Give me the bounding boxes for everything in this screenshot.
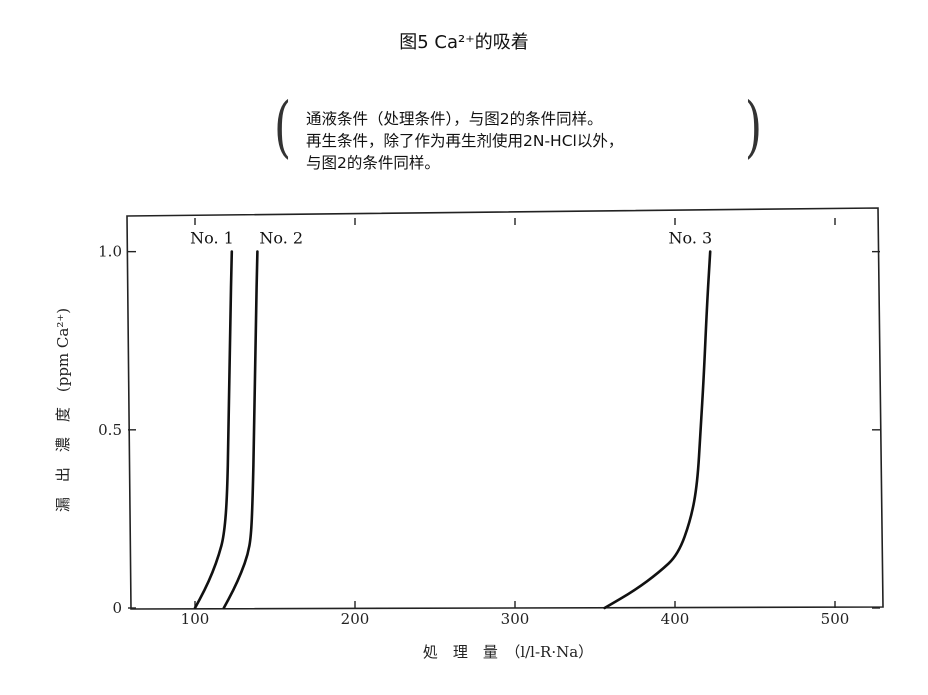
x-tick-label: 100	[181, 610, 210, 628]
series-line-2	[222, 250, 259, 610]
note-line-2: 再生条件，除了作为再生剂使用2N-HCl以外，	[306, 132, 624, 150]
left-paren: (	[274, 89, 292, 166]
series-label-3: No. 3	[668, 229, 712, 248]
x-tick-label: 300	[501, 610, 530, 628]
series-label-2: No. 2	[259, 229, 303, 248]
y-axis-title: 漏 出 濃 度 (ppm Ca²⁺)	[54, 308, 72, 512]
note-lines: 通液条件（处理条件），与图2的条件同样。 再生条件，除了作为再生剂使用2N-HC…	[306, 108, 623, 174]
axis-ticks	[128, 218, 880, 609]
conditions-note: ( 通液条件（处理条件），与图2的条件同样。 再生条件，除了作为再生剂使用2N-…	[274, 89, 762, 182]
y-tick-label: 1.0	[98, 243, 122, 261]
x-tick-label: 500	[821, 610, 850, 628]
figure-title: 图5 Ca²⁺的吸着	[399, 32, 529, 53]
series-lines	[193, 250, 712, 610]
series-line-1	[193, 250, 234, 610]
note-line-1: 通液条件（处理条件），与图2的条件同样。	[306, 110, 603, 128]
right-paren: )	[744, 89, 762, 166]
x-axis-title: 処 理 量 （l/l-R·Na）	[423, 643, 593, 661]
x-tick-label: 200	[341, 610, 370, 628]
y-tick-label: 0	[112, 599, 122, 617]
series-label-1: No. 1	[190, 229, 234, 248]
series-line-3	[603, 250, 712, 610]
x-tick-label: 400	[661, 610, 690, 628]
chart-labels: 100 200 300 400 500 0 0.5 1.0 No. 1 No. 2 No. 3 処 理…	[54, 229, 849, 661]
note-line-3: 与图2的条件同样。	[306, 154, 440, 172]
plot-frame	[126, 207, 884, 610]
y-tick-label: 0.5	[98, 421, 122, 439]
